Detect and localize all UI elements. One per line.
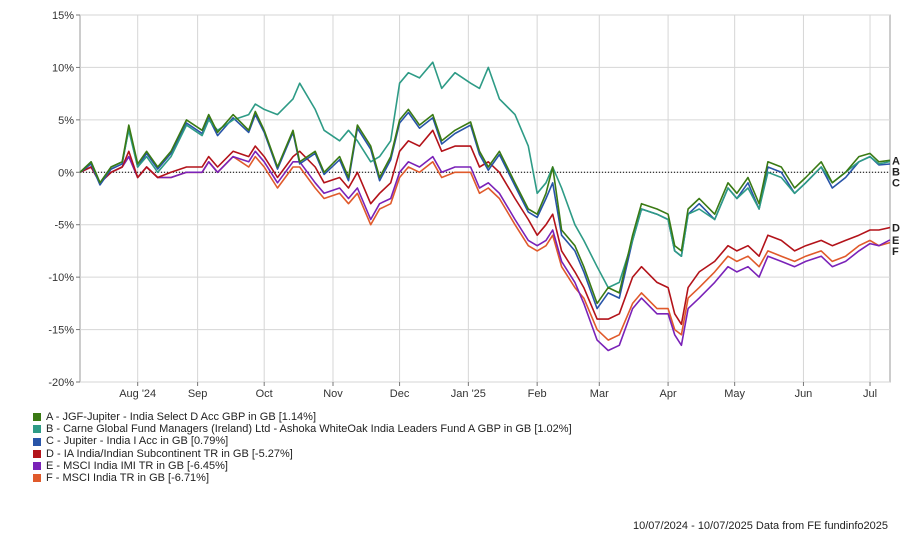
legend: A - JGF-Jupiter - India Select D Acc GBP… — [33, 411, 572, 484]
legend-label: D - IA India/Indian Subcontinent TR in G… — [46, 447, 293, 460]
legend-item: C - Jupiter - India I Acc in GB [0.79%] — [33, 435, 572, 447]
end-label-c: C — [892, 177, 900, 189]
end-label-f: F — [892, 246, 899, 258]
series-line-a — [79, 108, 891, 305]
x-tick-label: Dec — [390, 388, 410, 400]
legend-swatch — [33, 437, 41, 446]
performance-line-chart: 15% 10% 5% 0% -5% -10% -15% -20% Aug '24 Sep Oct N… — [48, 10, 900, 400]
legend-label: C - Jupiter - India I Acc in GB [0.79%] — [46, 435, 229, 448]
x-tick-label: Mar — [590, 388, 609, 400]
legend-label: B - Carne Global Fund Managers (Ireland)… — [46, 423, 572, 436]
x-axis-tick-labels: Aug '24 Sep Oct Nov Dec Jan '25 Feb Mar Apr May Ju… — [119, 382, 877, 400]
end-label-a: A — [892, 155, 900, 167]
legend-item: F - MSCI India TR in GB [-6.71%] — [33, 472, 572, 484]
legend-label: A - JGF-Jupiter - India Select D Acc GBP… — [46, 411, 317, 423]
series-line-d — [79, 129, 891, 326]
y-tick-label: 15% — [52, 10, 74, 22]
legend-swatch — [33, 461, 41, 470]
x-tick-label: Jun — [795, 388, 813, 400]
x-tick-label: Nov — [323, 388, 343, 400]
y-tick-label: 5% — [58, 115, 74, 127]
end-label-b: B — [892, 166, 900, 178]
legend-swatch — [33, 425, 41, 434]
y-tick-label: -10% — [48, 272, 74, 284]
series-line-e — [79, 150, 891, 352]
legend-swatch — [33, 449, 41, 458]
legend-item: D - IA India/Indian Subcontinent TR in G… — [33, 448, 572, 460]
legend-label: E - MSCI India IMI TR in GB [-6.45%] — [46, 459, 228, 472]
x-tick-label: Jan '25 — [451, 388, 486, 400]
legend-item: B - Carne Global Fund Managers (Ireland)… — [33, 423, 572, 435]
y-tick-label: 10% — [52, 62, 74, 74]
y-tick-label: 0% — [58, 167, 74, 179]
series-lines — [79, 61, 891, 352]
legend-label: F - MSCI India TR in GB [-6.71%] — [46, 472, 210, 485]
series-line-b — [79, 61, 891, 289]
y-tick-label: -15% — [48, 325, 74, 337]
y-tick-label: -5% — [54, 220, 74, 232]
end-label-d: D — [892, 223, 900, 235]
y-axis-tick-labels: 15% 10% 5% 0% -5% -10% -15% -20% — [48, 10, 80, 389]
series-end-labels: ABC DEF — [892, 155, 900, 258]
legend-swatch — [33, 474, 41, 483]
plot-area — [79, 14, 891, 383]
x-tick-label: Feb — [528, 388, 547, 400]
legend-item: A - JGF-Jupiter - India Select D Acc GBP… — [33, 411, 572, 423]
x-tick-label: May — [724, 388, 745, 400]
x-tick-label: Oct — [256, 388, 273, 400]
x-tick-label: Jul — [863, 388, 877, 400]
x-tick-label: Aug '24 — [119, 388, 156, 400]
gridlines — [80, 14, 890, 383]
y-tick-label: -20% — [48, 377, 74, 389]
end-label-e: E — [892, 235, 899, 247]
footer-data-source: 10/07/2024 - 10/07/2025 Data from FE fun… — [632, 520, 888, 532]
legend-swatch — [33, 413, 41, 422]
x-tick-label: Sep — [188, 388, 208, 400]
x-tick-label: Apr — [660, 388, 677, 400]
legend-item: E - MSCI India IMI TR in GB [-6.45%] — [33, 460, 572, 472]
